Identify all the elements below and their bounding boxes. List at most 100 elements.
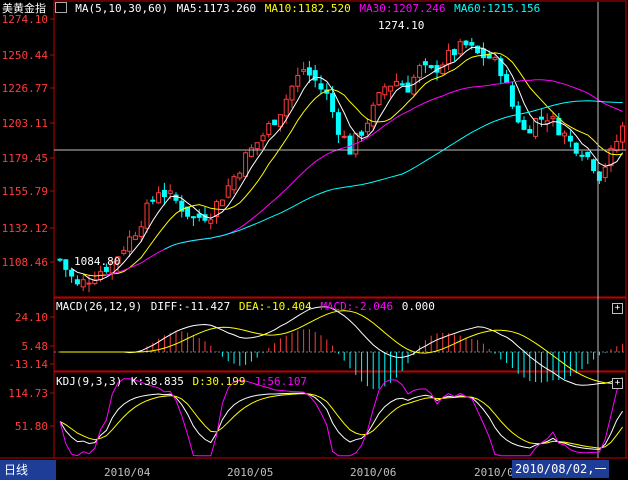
ma30-value: MA30:1207.246	[359, 2, 446, 15]
candle-body	[161, 189, 167, 198]
price-tick-label: 1250.44	[2, 49, 49, 62]
candle-body	[185, 206, 191, 217]
candle-body	[608, 147, 614, 167]
price-tick-label: 1132.12	[2, 222, 48, 235]
candle-body	[440, 64, 446, 74]
candle-body	[219, 199, 225, 207]
candle-body	[614, 140, 620, 152]
candle-body	[492, 56, 498, 60]
candle-body	[301, 69, 307, 72]
candle-body	[243, 152, 249, 177]
candle-body	[63, 259, 69, 270]
candle-body	[498, 58, 504, 77]
candle-body	[248, 147, 254, 157]
macd-expand-button[interactable]: +	[612, 303, 623, 314]
candle-body	[556, 117, 562, 136]
daily-period-tab[interactable]: 日线	[0, 460, 56, 480]
candle-body	[457, 41, 463, 55]
kdj-tick-label: 51.80	[15, 420, 48, 433]
macd-panel-border	[53, 297, 627, 372]
candle-body	[405, 82, 411, 93]
candle-body	[411, 76, 417, 95]
ma10-line	[83, 52, 623, 277]
ma60-value: MA60:1215.156	[454, 2, 541, 15]
x-label-july: 2010/0	[474, 466, 514, 479]
price-legend: 美黄金指 MA(5,10,30,60) MA5:1173.260 MA10:11…	[2, 2, 542, 16]
diff-line	[60, 306, 623, 386]
candle-body	[57, 258, 63, 261]
candle-body	[446, 49, 452, 65]
candle-body	[156, 192, 162, 204]
candle-body	[544, 120, 550, 125]
j-line	[59, 378, 624, 457]
candle-body	[138, 226, 144, 238]
high-price-label: 1274.10	[378, 19, 425, 32]
candle-body	[69, 269, 75, 277]
candle-body	[86, 282, 92, 285]
price-candles	[54, 2, 626, 458]
candle-body	[591, 159, 597, 172]
price-tick-label: 1203.11	[2, 117, 48, 130]
candle-body	[330, 93, 336, 113]
candle-body	[295, 74, 301, 87]
candle-body	[306, 67, 312, 76]
candle-body	[596, 171, 602, 181]
macd-label: MACD(26,12,9)	[56, 300, 143, 313]
ma5-value: MA5:1173.260	[176, 2, 257, 15]
kdj-expand-button[interactable]: +	[612, 378, 623, 389]
x-label-may: 2010/05	[227, 466, 274, 479]
candle-body	[585, 151, 591, 158]
candle-body	[533, 118, 539, 137]
k-line	[59, 392, 624, 450]
candle-body	[254, 142, 260, 150]
ma5-line	[71, 46, 624, 282]
macd-value: MACD:-2.046	[320, 300, 394, 313]
macd-panel-lines	[54, 306, 626, 389]
candle-body	[289, 85, 295, 101]
candle-body	[196, 213, 202, 218]
candle-body	[480, 48, 486, 59]
k-value: K:38.835	[130, 375, 184, 388]
candle-body	[231, 176, 237, 191]
candle-body	[451, 49, 457, 56]
cursor-date-readout: 2010/08/02,一	[512, 460, 610, 478]
candle-body	[80, 279, 86, 288]
candle-body	[341, 135, 347, 138]
macd-legend: MACD(26,12,9) DIFF:-11.427 DEA:-10.404 M…	[56, 300, 437, 314]
ma30-line	[106, 79, 623, 276]
candle-body	[277, 114, 283, 127]
ma-indicator-icon[interactable]	[54, 2, 67, 13]
d-line	[59, 393, 624, 449]
candle-body	[376, 92, 382, 106]
candle-body	[121, 249, 127, 254]
candle-body	[399, 83, 405, 86]
macd-tick-label: 5.48	[22, 340, 49, 353]
candle-body	[272, 119, 278, 126]
candle-body	[417, 65, 423, 78]
macd-zero: 0.000	[401, 300, 435, 313]
candle-body	[550, 116, 556, 120]
candle-body	[364, 122, 370, 133]
candle-body	[521, 120, 527, 130]
candle-body	[573, 142, 579, 154]
price-panel-border	[53, 0, 627, 298]
d-value: D:30.199	[192, 375, 246, 388]
candle-body	[109, 261, 115, 274]
candle-body	[567, 135, 573, 142]
candle-body	[527, 128, 533, 134]
candle-body	[167, 190, 173, 194]
candle-body	[179, 200, 185, 212]
candle-body	[538, 116, 544, 120]
candle-body	[463, 40, 469, 46]
candle-body	[422, 61, 428, 66]
candle-body	[208, 219, 214, 224]
x-label-june: 2010/06	[350, 466, 397, 479]
candle-body	[266, 123, 272, 136]
candle-body	[335, 112, 341, 135]
candle-body	[260, 135, 266, 142]
price-tick-label: 1108.46	[2, 256, 48, 269]
price-tick-label: 1226.77	[2, 82, 48, 95]
candle-body	[150, 199, 156, 202]
dea-value: DEA:-10.404	[238, 300, 312, 313]
